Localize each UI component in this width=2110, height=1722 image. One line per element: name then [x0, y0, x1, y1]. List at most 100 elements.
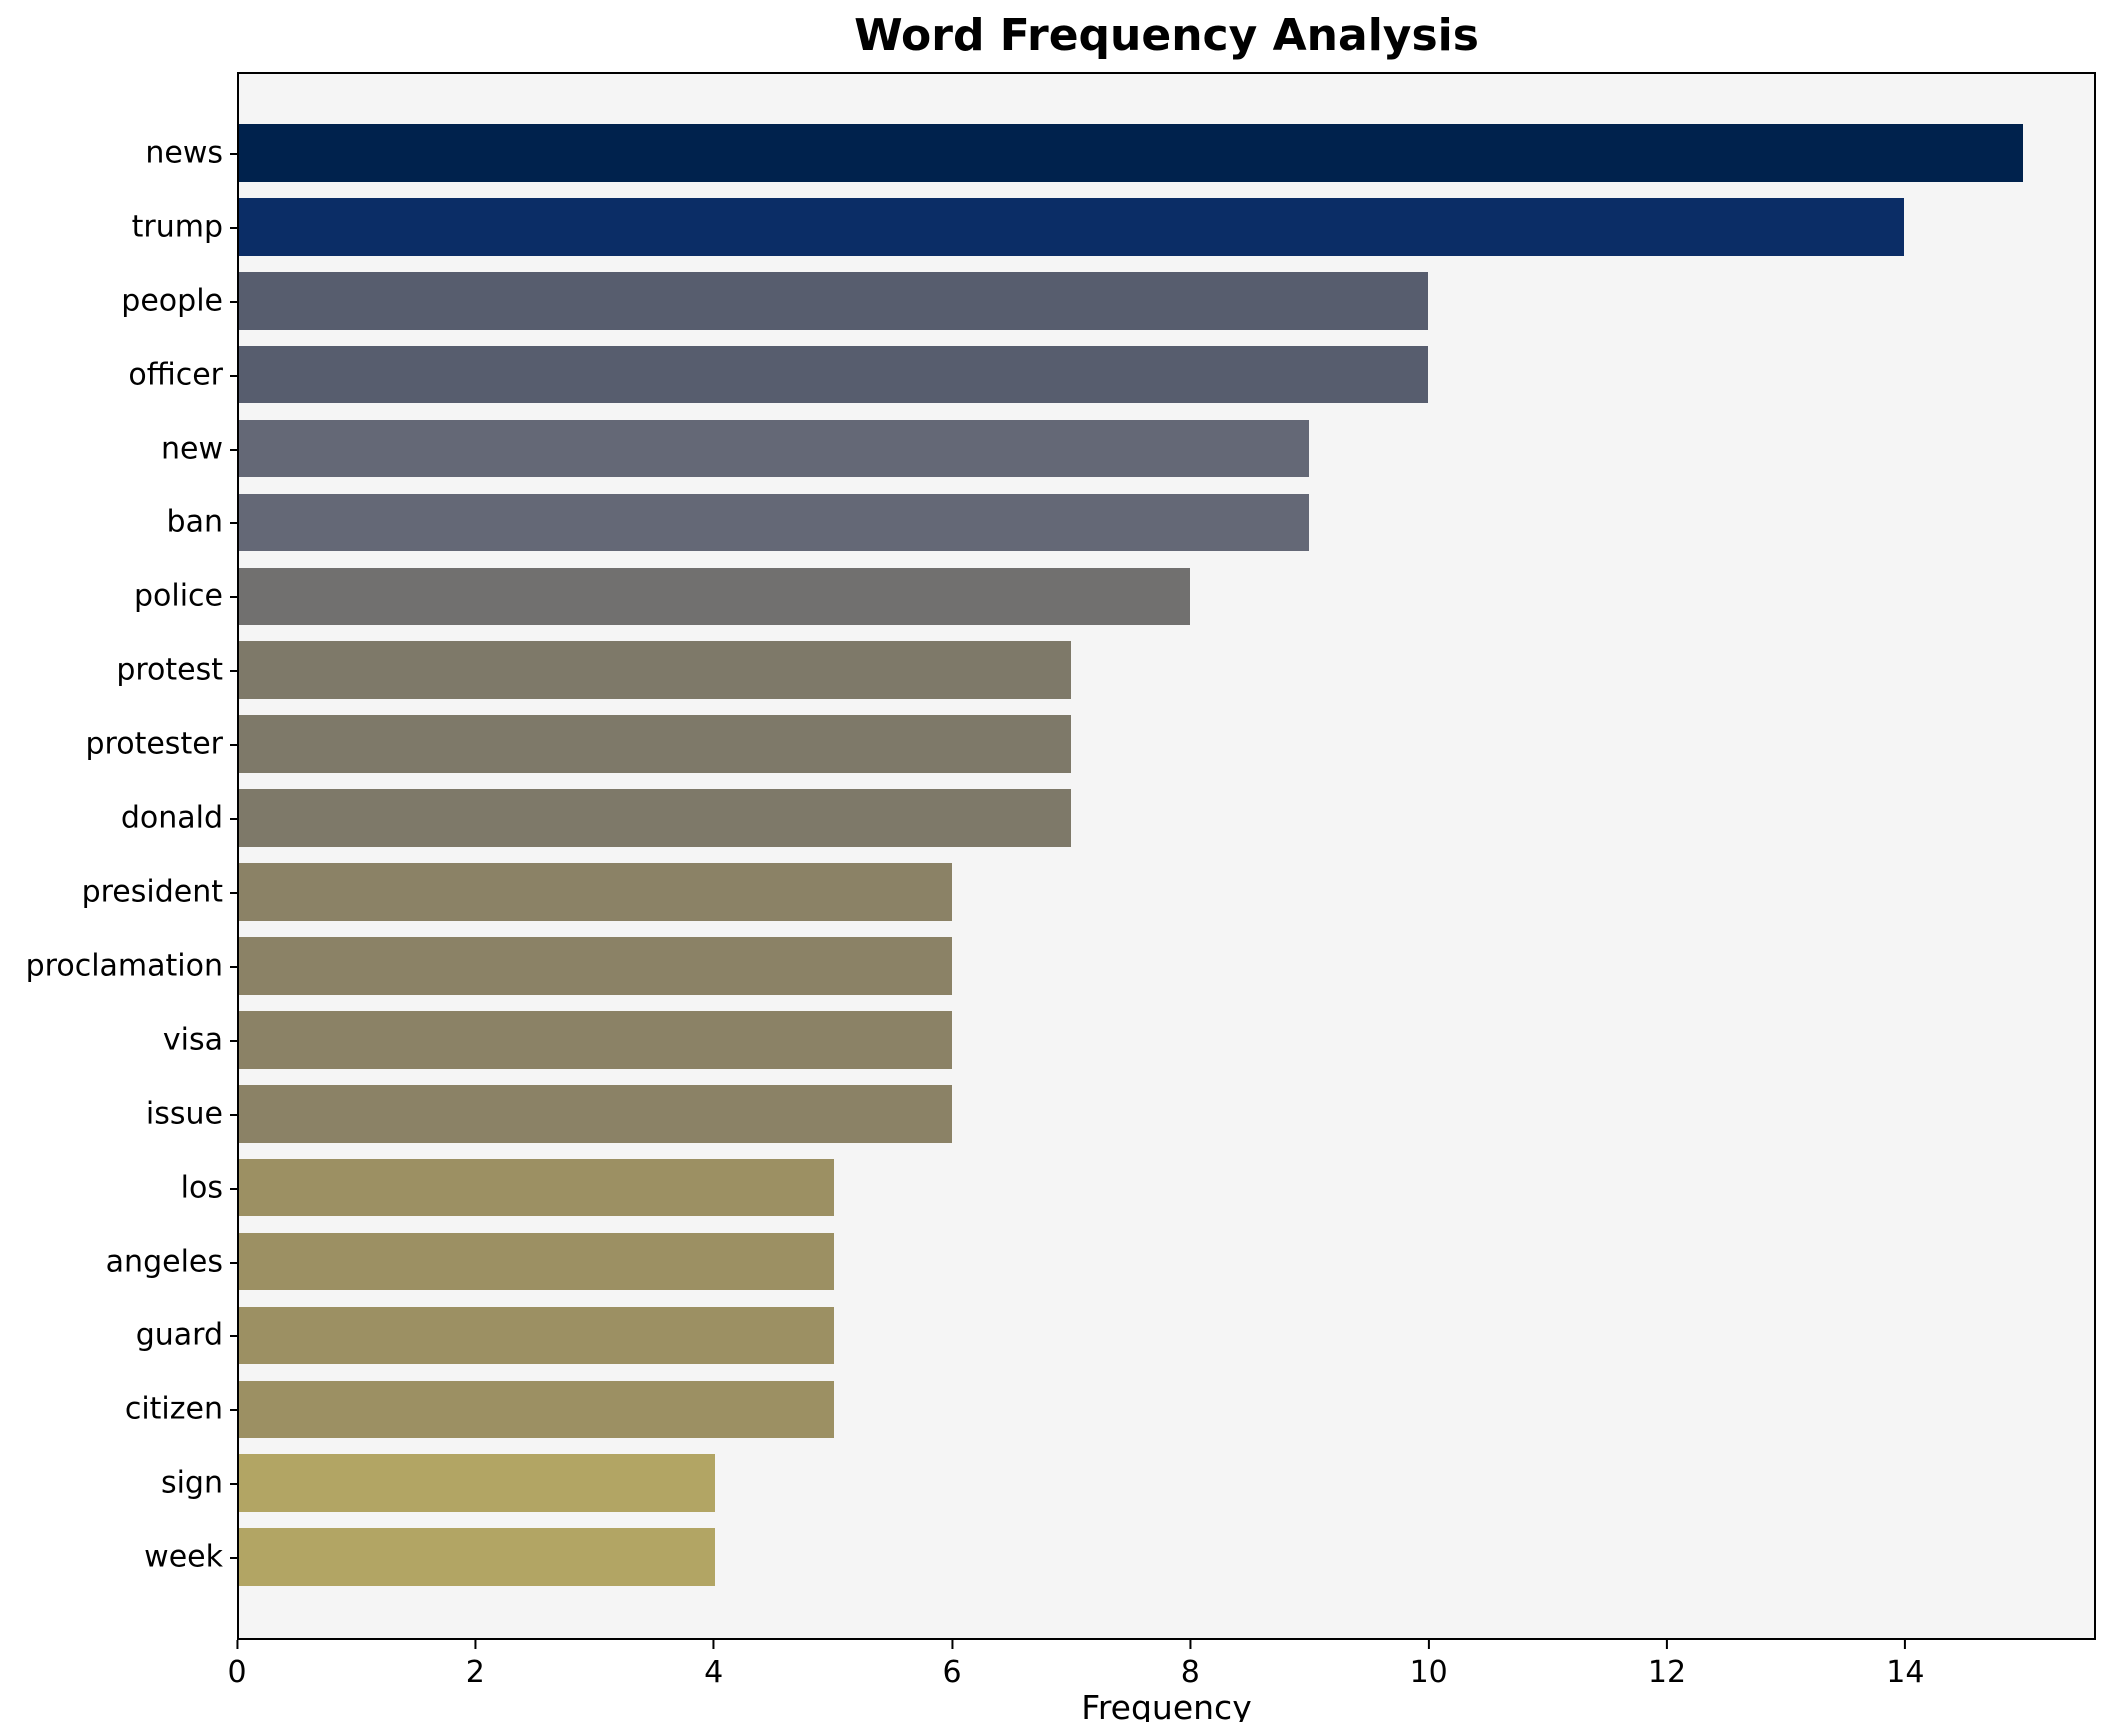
- y-tick-mark: [230, 1261, 239, 1264]
- chart-title: Word Frequency Analysis: [854, 10, 1479, 61]
- bar: [239, 1528, 715, 1586]
- bar: [239, 1454, 715, 1513]
- y-tick-mark: [230, 300, 239, 303]
- bar-row: week: [144, 1520, 2094, 1594]
- x-axis-ticks: 0 2 4 6 8 10 12 14: [227, 1640, 2096, 1700]
- bar: [239, 1380, 834, 1439]
- bar: [239, 198, 1904, 256]
- y-tick-label: new: [160, 431, 223, 467]
- x-tick-label: 14: [1886, 1655, 1925, 1690]
- x-tick-mark: [1189, 1640, 1192, 1649]
- bar-row: sign: [161, 1446, 2094, 1520]
- y-tick-mark: [230, 374, 239, 377]
- x-tick-mark: [712, 1640, 715, 1649]
- y-tick-label: los: [180, 1170, 223, 1206]
- x-tick-label: 8: [1180, 1655, 1200, 1690]
- y-tick-label: news: [145, 135, 223, 171]
- y-tick-mark: [230, 1039, 239, 1042]
- x-axis-label: Frequency: [1081, 1688, 1252, 1722]
- bar: [239, 937, 953, 995]
- bar: [239, 1011, 953, 1069]
- bar-row: guard: [136, 1299, 2094, 1373]
- y-tick-mark: [230, 448, 239, 451]
- y-tick-mark: [230, 965, 239, 968]
- bar-row: citizen: [125, 1372, 2094, 1446]
- bar: [239, 715, 1072, 774]
- bar: [239, 1084, 953, 1143]
- x-tick-label: 12: [1647, 1655, 1687, 1690]
- y-tick-mark: [230, 1335, 239, 1338]
- y-tick-label: officer: [128, 357, 223, 393]
- x-tick-label: 0: [227, 1655, 247, 1690]
- y-tick-label: donald: [120, 800, 223, 836]
- x-tick: 4: [704, 1640, 723, 1690]
- bar-row: protester: [86, 707, 2094, 781]
- bar: [239, 1232, 834, 1291]
- bar-row: trump: [132, 190, 2094, 264]
- bar: [239, 124, 2023, 182]
- y-tick-label: people: [121, 283, 223, 319]
- x-tick-label: 10: [1409, 1655, 1448, 1690]
- bar: [239, 863, 953, 921]
- bar-row: los: [181, 1151, 2094, 1225]
- bar-row: officer: [128, 338, 2094, 412]
- bar: [239, 271, 1429, 330]
- y-tick-mark: [230, 1557, 239, 1560]
- bar-row: president: [82, 855, 2094, 929]
- y-tick-label: guard: [135, 1317, 223, 1353]
- x-tick-mark: [236, 1640, 238, 1649]
- bar-row: new: [161, 412, 2094, 486]
- y-tick-mark: [230, 744, 239, 747]
- y-tick-mark: [230, 670, 239, 673]
- y-tick-mark: [230, 522, 239, 525]
- y-tick-mark: [230, 596, 239, 599]
- y-tick-label: protest: [116, 652, 223, 688]
- bar-row: visa: [163, 1003, 2094, 1077]
- y-tick-label: protester: [85, 726, 223, 762]
- y-tick-mark: [230, 892, 239, 895]
- y-tick-label: visa: [162, 1022, 223, 1058]
- y-tick-label: angeles: [105, 1244, 223, 1280]
- bar: [239, 1306, 834, 1365]
- y-tick-mark: [230, 1187, 239, 1190]
- bar: [239, 345, 1429, 404]
- x-tick-label: 2: [465, 1655, 485, 1690]
- x-tick: 6: [942, 1640, 962, 1690]
- y-tick-label: sign: [160, 1465, 223, 1501]
- y-tick-label: police: [133, 578, 223, 614]
- bar: [239, 493, 1310, 552]
- x-tick-mark: [1904, 1640, 1907, 1649]
- y-tick-label: citizen: [124, 1391, 223, 1427]
- x-tick-mark: [951, 1640, 953, 1649]
- y-tick-label: proclamation: [25, 948, 223, 984]
- bar: [239, 641, 1072, 700]
- bar-row: people: [121, 264, 2094, 338]
- x-tick: 14: [1886, 1640, 1924, 1690]
- y-tick-mark: [230, 1409, 239, 1412]
- y-tick-label: president: [81, 874, 223, 910]
- y-tick-label: issue: [145, 1096, 223, 1132]
- x-tick-label: 6: [942, 1655, 962, 1690]
- y-tick-mark: [230, 152, 239, 155]
- x-tick: 2: [466, 1640, 485, 1690]
- y-tick-mark: [230, 1483, 239, 1486]
- bar-row: protest: [116, 633, 2094, 707]
- bar-row: donald: [121, 781, 2094, 855]
- bar-row: angeles: [106, 1225, 2094, 1299]
- y-tick-mark: [230, 226, 239, 229]
- bar-row: proclamation: [26, 929, 2094, 1003]
- x-tick: 0: [227, 1640, 247, 1690]
- bar-rows-container: news trump people officer new ban police protes…: [26, 74, 2094, 1638]
- bar: [239, 789, 1072, 847]
- bar-row: issue: [146, 1077, 2094, 1151]
- x-tick-mark: [1427, 1640, 1430, 1649]
- y-tick-mark: [230, 1113, 239, 1116]
- x-tick: 12: [1648, 1640, 1686, 1690]
- x-tick: 8: [1181, 1640, 1200, 1690]
- y-tick-mark: [230, 818, 239, 821]
- y-tick-label: trump: [131, 209, 223, 245]
- bar: [239, 419, 1310, 478]
- x-tick-label: 4: [704, 1655, 724, 1690]
- y-tick-label: ban: [166, 504, 223, 540]
